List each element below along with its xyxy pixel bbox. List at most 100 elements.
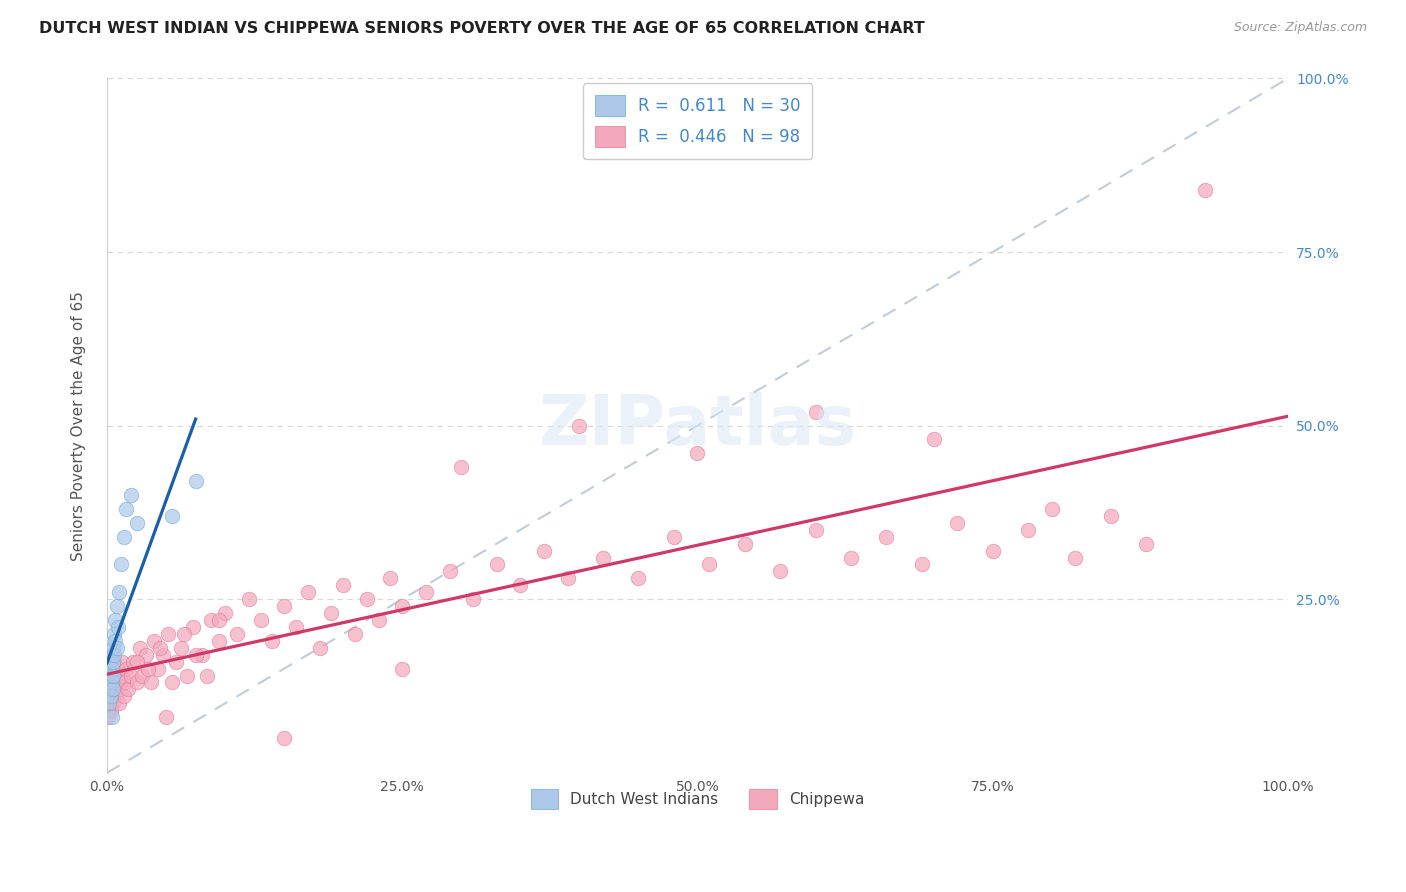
Point bbox=[146, 662, 169, 676]
Point bbox=[1040, 502, 1063, 516]
Point bbox=[170, 640, 193, 655]
Point bbox=[184, 474, 207, 488]
Point bbox=[105, 675, 128, 690]
Point bbox=[101, 696, 124, 710]
Point bbox=[101, 668, 124, 682]
Point bbox=[105, 640, 128, 655]
Point bbox=[143, 633, 166, 648]
Point bbox=[101, 640, 124, 655]
Point bbox=[415, 585, 437, 599]
Legend: Dutch West Indians, Chippewa: Dutch West Indians, Chippewa bbox=[524, 783, 870, 815]
Point bbox=[100, 703, 122, 717]
Point bbox=[157, 627, 180, 641]
Text: DUTCH WEST INDIAN VS CHIPPEWA SENIORS POVERTY OVER THE AGE OF 65 CORRELATION CHA: DUTCH WEST INDIAN VS CHIPPEWA SENIORS PO… bbox=[39, 21, 925, 37]
Y-axis label: Seniors Poverty Over the Age of 65: Seniors Poverty Over the Age of 65 bbox=[72, 291, 86, 560]
Point bbox=[181, 620, 204, 634]
Point bbox=[184, 648, 207, 662]
Point bbox=[155, 710, 177, 724]
Point bbox=[97, 710, 120, 724]
Point bbox=[110, 558, 132, 572]
Point bbox=[1064, 550, 1087, 565]
Point bbox=[946, 516, 969, 530]
Point bbox=[107, 662, 129, 676]
Point bbox=[285, 620, 308, 634]
Point bbox=[125, 675, 148, 690]
Point bbox=[97, 662, 120, 676]
Point bbox=[98, 675, 121, 690]
Point bbox=[1017, 523, 1039, 537]
Point bbox=[115, 662, 138, 676]
Point bbox=[769, 565, 792, 579]
Point bbox=[98, 655, 121, 669]
Point bbox=[176, 668, 198, 682]
Point bbox=[804, 405, 827, 419]
Point bbox=[103, 627, 125, 641]
Point bbox=[509, 578, 531, 592]
Point bbox=[981, 543, 1004, 558]
Point bbox=[138, 662, 160, 676]
Point bbox=[97, 682, 120, 697]
Point bbox=[627, 571, 650, 585]
Point bbox=[214, 606, 236, 620]
Point bbox=[592, 550, 614, 565]
Point bbox=[391, 599, 413, 614]
Point bbox=[122, 655, 145, 669]
Point bbox=[135, 648, 157, 662]
Text: ZIPatlas: ZIPatlas bbox=[538, 392, 856, 459]
Point bbox=[101, 675, 124, 690]
Point bbox=[110, 668, 132, 682]
Point bbox=[101, 662, 124, 676]
Point bbox=[461, 592, 484, 607]
Point bbox=[165, 655, 187, 669]
Point bbox=[332, 578, 354, 592]
Point bbox=[98, 696, 121, 710]
Point bbox=[273, 731, 295, 745]
Point bbox=[226, 627, 249, 641]
Point bbox=[367, 613, 389, 627]
Point bbox=[1099, 508, 1122, 523]
Point bbox=[273, 599, 295, 614]
Point bbox=[100, 648, 122, 662]
Point bbox=[734, 536, 756, 550]
Point bbox=[697, 558, 720, 572]
Point bbox=[911, 558, 934, 572]
Point bbox=[173, 627, 195, 641]
Point bbox=[568, 418, 591, 433]
Point bbox=[262, 633, 284, 648]
Point bbox=[101, 682, 124, 697]
Point bbox=[111, 655, 134, 669]
Point bbox=[662, 530, 685, 544]
Point bbox=[108, 696, 131, 710]
Point bbox=[557, 571, 579, 585]
Point bbox=[297, 585, 319, 599]
Point bbox=[190, 648, 212, 662]
Point bbox=[356, 592, 378, 607]
Point bbox=[1194, 183, 1216, 197]
Point bbox=[103, 682, 125, 697]
Point bbox=[875, 530, 897, 544]
Point bbox=[208, 613, 231, 627]
Point bbox=[104, 690, 127, 704]
Point bbox=[103, 648, 125, 662]
Point bbox=[152, 648, 174, 662]
Point bbox=[98, 668, 121, 682]
Point bbox=[120, 668, 142, 682]
Point bbox=[120, 488, 142, 502]
Point bbox=[160, 508, 183, 523]
Point bbox=[107, 620, 129, 634]
Point bbox=[117, 682, 139, 697]
Point bbox=[804, 523, 827, 537]
Point bbox=[391, 662, 413, 676]
Point bbox=[112, 530, 135, 544]
Point bbox=[439, 565, 461, 579]
Point bbox=[125, 655, 148, 669]
Point bbox=[200, 613, 222, 627]
Point bbox=[125, 516, 148, 530]
Point bbox=[149, 640, 172, 655]
Point bbox=[103, 655, 125, 669]
Point bbox=[129, 640, 152, 655]
Point bbox=[108, 682, 131, 697]
Point bbox=[108, 585, 131, 599]
Point bbox=[101, 710, 124, 724]
Point bbox=[308, 640, 330, 655]
